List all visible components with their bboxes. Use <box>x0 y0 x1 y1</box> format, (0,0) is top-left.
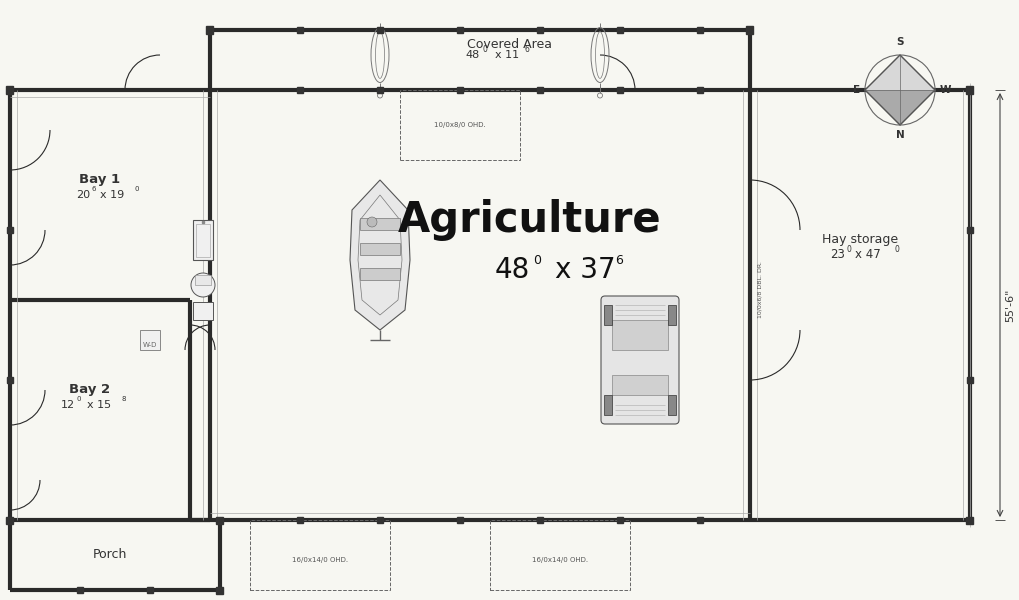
Text: Bay 2: Bay 2 <box>69 383 110 397</box>
Text: 6: 6 <box>92 186 97 192</box>
Bar <box>360 268 399 280</box>
Bar <box>216 587 223 593</box>
Bar <box>147 587 153 593</box>
Text: 0: 0 <box>135 186 140 192</box>
Text: Agriculture: Agriculture <box>397 199 661 241</box>
Text: Hay storage: Hay storage <box>821 233 897 247</box>
Bar <box>250 520 389 590</box>
Text: 12: 12 <box>61 400 75 410</box>
Text: 16/0x14/0 OHD.: 16/0x14/0 OHD. <box>532 557 588 563</box>
Bar <box>195 275 211 285</box>
Text: 10/0x8/0 OHD.: 10/0x8/0 OHD. <box>434 122 485 128</box>
Bar <box>77 587 83 593</box>
Bar <box>966 227 972 233</box>
Text: Bay 1: Bay 1 <box>79 173 120 187</box>
Polygon shape <box>864 55 934 90</box>
Bar <box>377 517 382 523</box>
Text: 0: 0 <box>483 46 487 55</box>
Circle shape <box>367 217 377 227</box>
Polygon shape <box>350 180 410 330</box>
Text: 23: 23 <box>829 248 844 262</box>
Text: x 19: x 19 <box>100 190 124 200</box>
Bar <box>603 395 611 415</box>
Text: W-D: W-D <box>143 342 157 348</box>
Text: 0: 0 <box>533 253 540 266</box>
Bar <box>399 90 520 160</box>
Text: S: S <box>896 37 903 47</box>
Bar <box>360 218 399 230</box>
Polygon shape <box>864 90 934 125</box>
Text: E: E <box>852 85 859 95</box>
Bar <box>140 330 160 350</box>
Text: x 47: x 47 <box>854 248 879 262</box>
Bar <box>457 87 463 93</box>
Bar <box>297 517 303 523</box>
Bar <box>7 377 12 383</box>
Bar <box>746 26 753 34</box>
Text: 20: 20 <box>75 190 90 200</box>
Text: N: N <box>895 130 904 140</box>
Bar <box>697 517 702 523</box>
Bar <box>537 27 542 33</box>
Text: 6: 6 <box>525 46 529 55</box>
Bar <box>697 87 702 93</box>
Bar <box>697 27 702 33</box>
Circle shape <box>191 273 215 297</box>
Bar <box>966 86 972 94</box>
Text: x 37: x 37 <box>554 256 615 284</box>
Text: 48: 48 <box>466 50 480 60</box>
Bar <box>489 520 630 590</box>
Bar <box>360 243 399 255</box>
Bar <box>196 224 210 257</box>
Text: Porch: Porch <box>93 548 127 562</box>
Text: 10/0x6/8 DBL. DR.: 10/0x6/8 DBL. DR. <box>757 262 762 319</box>
FancyBboxPatch shape <box>600 296 679 424</box>
Text: 0: 0 <box>846 245 851 253</box>
Text: 8: 8 <box>122 396 126 402</box>
Bar <box>377 87 382 93</box>
Bar <box>603 305 611 325</box>
Bar <box>616 517 623 523</box>
Bar <box>457 27 463 33</box>
Bar <box>297 27 303 33</box>
Bar <box>457 517 463 523</box>
Bar <box>216 517 223 523</box>
Bar <box>966 377 972 383</box>
Bar <box>206 26 213 34</box>
Text: 0: 0 <box>76 396 82 402</box>
Text: 6: 6 <box>614 253 623 266</box>
Bar <box>537 87 542 93</box>
Bar <box>6 517 13 523</box>
Text: 55'-6": 55'-6" <box>1004 289 1014 322</box>
Bar <box>193 302 213 320</box>
Bar <box>611 320 667 350</box>
Bar <box>6 86 13 94</box>
Bar <box>667 305 676 325</box>
Bar <box>537 517 542 523</box>
Text: W: W <box>940 85 951 95</box>
Text: 16/0x14/0 OHD.: 16/0x14/0 OHD. <box>291 557 347 563</box>
Bar <box>193 220 213 260</box>
Bar <box>611 375 667 395</box>
Bar <box>616 87 623 93</box>
Bar <box>7 227 12 233</box>
Bar <box>667 395 676 415</box>
Bar <box>966 517 972 523</box>
Text: x 15: x 15 <box>87 400 111 410</box>
Bar <box>377 27 382 33</box>
Text: 0: 0 <box>894 245 899 253</box>
Bar <box>616 27 623 33</box>
Bar <box>297 87 303 93</box>
Text: x 11: x 11 <box>494 50 519 60</box>
Text: Covered Area: Covered Area <box>467 38 552 52</box>
Text: 48: 48 <box>494 256 530 284</box>
